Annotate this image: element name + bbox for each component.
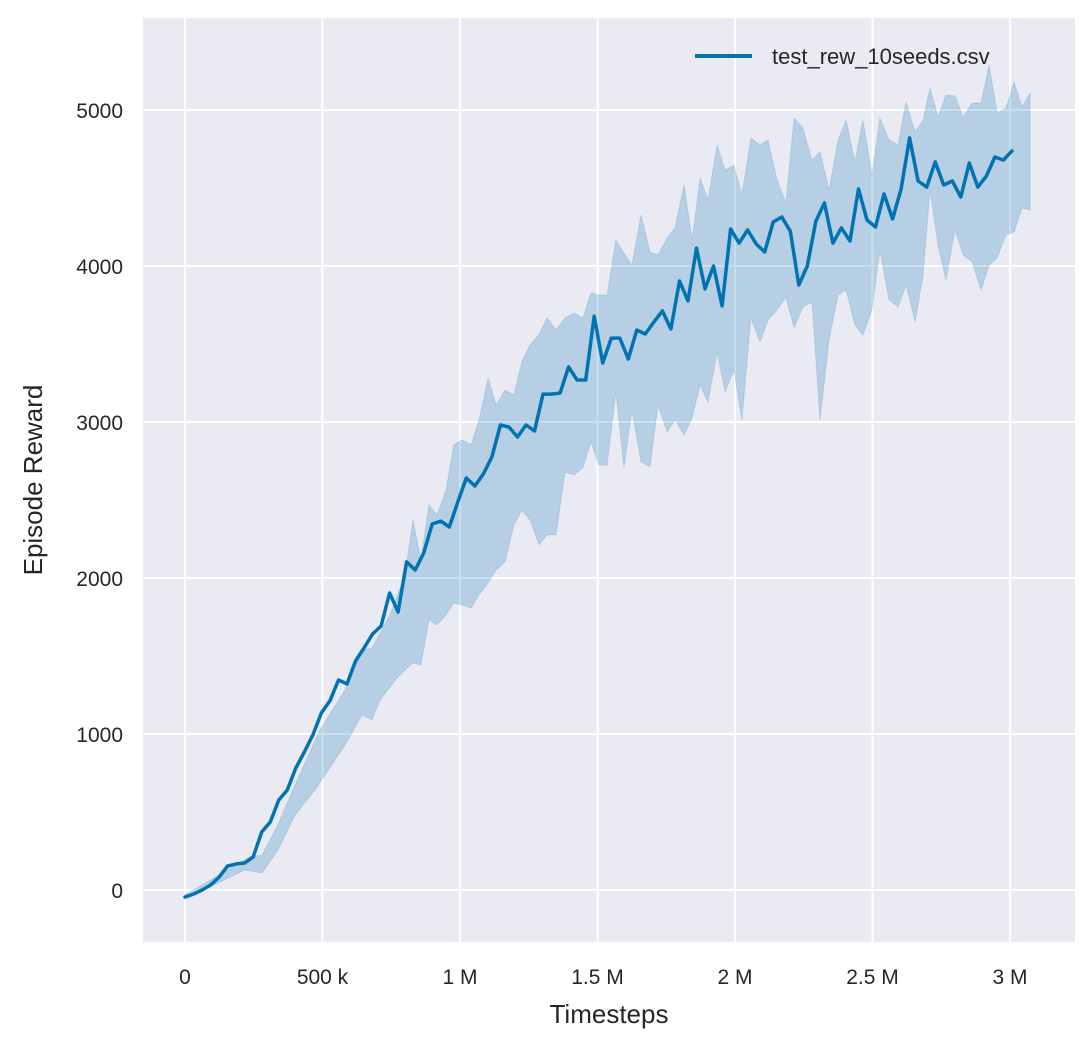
x-tick-label: 0 [179, 966, 191, 989]
y-tick-label: 1000 [76, 724, 123, 747]
series-line-mean [183, 136, 1014, 899]
legend: test_rew_10seeds.csv [695, 44, 990, 69]
x-tick-label: 1.5 M [571, 966, 624, 989]
y-tick-label: 5000 [76, 100, 123, 123]
x-tick-label: 3 M [992, 966, 1027, 989]
plot-background [143, 18, 1075, 942]
confidence-band [184, 64, 1031, 900]
y-tick-label: 2000 [76, 568, 123, 591]
confidence-band-area [184, 64, 1031, 900]
y-axis-label: Episode Reward [18, 385, 48, 576]
y-tick-label: 3000 [76, 412, 123, 435]
legend-label: test_rew_10seeds.csv [772, 44, 990, 69]
x-tick-labels: 0 500 k 1 M 1.5 M 2 M 2.5 M 3 M [179, 966, 1027, 989]
x-tick-label: 2 M [717, 966, 752, 989]
x-tick-label: 1 M [442, 966, 477, 989]
x-tick-label: 500 k [297, 966, 349, 989]
y-tick-label: 4000 [76, 256, 123, 279]
x-tick-label: 2.5 M [846, 966, 899, 989]
x-axis-label: Timesteps [550, 999, 669, 1029]
y-tick-label: 0 [111, 880, 123, 903]
grid [143, 18, 1075, 942]
series-lines [183, 136, 1014, 899]
y-tick-labels: 0 1000 2000 3000 4000 5000 [76, 100, 123, 903]
